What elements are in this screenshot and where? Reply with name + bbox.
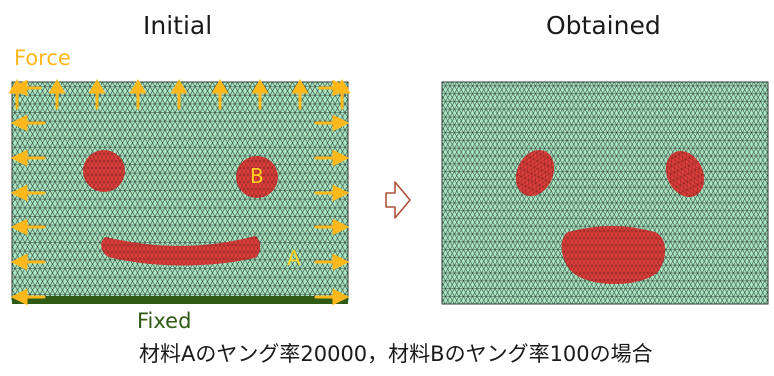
force-arrow-up	[291, 79, 309, 110]
force-arrow-left	[10, 149, 46, 167]
inclusion-b-left	[83, 150, 125, 192]
deformed-inclusion-bottom	[561, 226, 666, 284]
force-arrow-left	[10, 218, 46, 236]
deformed-inclusion-right	[665, 150, 705, 198]
initial-title: Initial	[143, 11, 213, 40]
force-arrow-corner-left	[8, 79, 42, 110]
deformed-inclusion-left	[515, 149, 555, 197]
force-arrow-right	[314, 114, 350, 132]
force-arrow-right	[314, 184, 350, 202]
force-arrow-left	[10, 253, 46, 271]
force-arrow-up	[48, 79, 66, 110]
process-arrow-icon	[385, 181, 411, 219]
force-arrow-right	[314, 218, 350, 236]
force-arrow-right	[314, 149, 350, 167]
force-arrow-up	[170, 79, 188, 110]
force-arrow-up	[129, 79, 147, 110]
obtained-title: Obtained	[546, 11, 661, 40]
force-arrow-right	[314, 288, 350, 306]
material-a-label: A	[287, 246, 301, 270]
fixed-support-bar	[12, 296, 348, 304]
force-arrow-up	[211, 79, 229, 110]
inclusion-b-right	[236, 156, 278, 198]
inclusion-a-smile	[101, 236, 261, 266]
force-arrow-right	[314, 253, 350, 271]
force-arrow-left	[10, 184, 46, 202]
force-arrow-up	[251, 79, 269, 110]
force-arrow-left	[10, 288, 46, 306]
force-arrows	[8, 79, 351, 306]
force-arrow-up	[88, 79, 106, 110]
force-label: Force	[14, 46, 71, 70]
fixed-label: Fixed	[137, 309, 192, 333]
caption: 材料Aのヤング率20000，材料Bのヤング率100の場合	[139, 342, 653, 366]
material-b-label: B	[250, 164, 264, 188]
force-arrow-corner-right	[318, 79, 351, 110]
force-arrow-left	[10, 114, 46, 132]
